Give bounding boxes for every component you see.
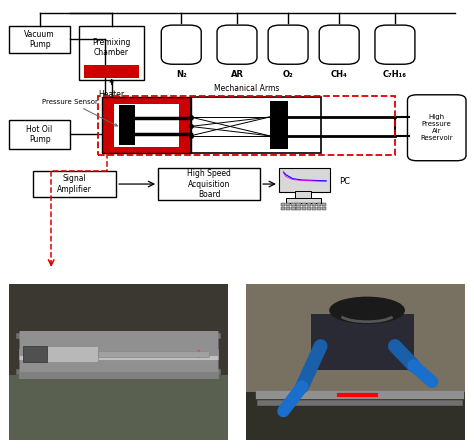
Bar bbox=[246, 392, 465, 440]
Bar bbox=[312, 207, 316, 210]
FancyBboxPatch shape bbox=[375, 25, 415, 64]
FancyBboxPatch shape bbox=[161, 25, 201, 64]
Bar bbox=[9, 284, 228, 375]
Bar bbox=[296, 203, 301, 206]
Bar bbox=[246, 284, 465, 395]
Text: AR: AR bbox=[230, 70, 244, 79]
Bar bbox=[307, 203, 311, 206]
Bar bbox=[286, 207, 291, 210]
Bar bbox=[246, 284, 465, 440]
Bar bbox=[292, 207, 295, 210]
Bar bbox=[307, 207, 311, 210]
Bar bbox=[311, 314, 413, 370]
FancyBboxPatch shape bbox=[319, 25, 359, 64]
Bar bbox=[281, 207, 285, 210]
Text: Premixing
Chamber: Premixing Chamber bbox=[92, 38, 131, 57]
Text: Vacuum
Pump: Vacuum Pump bbox=[24, 30, 55, 49]
Bar bbox=[98, 95, 395, 155]
Bar bbox=[317, 207, 321, 210]
Text: Heater: Heater bbox=[99, 79, 125, 99]
Text: Hot Oil
Pump: Hot Oil Pump bbox=[27, 125, 53, 144]
Bar bbox=[292, 203, 295, 206]
Text: High Speed
Acquisition
Board: High Speed Acquisition Board bbox=[187, 169, 231, 199]
Bar bbox=[295, 191, 311, 199]
Bar bbox=[322, 203, 326, 206]
Bar bbox=[312, 203, 316, 206]
Bar bbox=[114, 103, 179, 146]
Bar bbox=[270, 101, 288, 149]
Text: PC: PC bbox=[339, 177, 350, 186]
Text: O₂: O₂ bbox=[283, 70, 293, 79]
Bar bbox=[102, 97, 191, 153]
FancyBboxPatch shape bbox=[408, 95, 466, 161]
Bar bbox=[102, 97, 191, 153]
Bar bbox=[191, 97, 320, 153]
Text: CH₄: CH₄ bbox=[331, 70, 347, 79]
Text: High
Pressure
Air
Reservoir: High Pressure Air Reservoir bbox=[420, 114, 453, 141]
Bar bbox=[286, 198, 320, 203]
Bar bbox=[9, 26, 70, 53]
Bar bbox=[23, 346, 98, 362]
Bar bbox=[158, 168, 260, 200]
Bar bbox=[296, 207, 301, 210]
Bar bbox=[9, 120, 70, 149]
FancyBboxPatch shape bbox=[217, 25, 257, 64]
Bar bbox=[322, 207, 326, 210]
Text: C₇H₁₆: C₇H₁₆ bbox=[383, 70, 407, 79]
Bar bbox=[79, 26, 144, 80]
Bar bbox=[301, 203, 306, 206]
Bar bbox=[9, 375, 228, 440]
Bar bbox=[279, 168, 330, 192]
Text: Mechanical Arms: Mechanical Arms bbox=[214, 84, 279, 93]
Bar bbox=[9, 284, 228, 440]
Text: Signal
Amplifier: Signal Amplifier bbox=[57, 174, 92, 194]
Bar bbox=[301, 207, 306, 210]
Text: N₂: N₂ bbox=[176, 70, 187, 79]
Circle shape bbox=[330, 297, 404, 323]
FancyBboxPatch shape bbox=[268, 25, 308, 64]
Bar bbox=[98, 351, 209, 358]
Bar bbox=[286, 203, 291, 206]
Bar bbox=[281, 203, 285, 206]
Bar bbox=[84, 65, 139, 78]
Bar bbox=[118, 105, 135, 145]
Bar bbox=[23, 346, 46, 362]
Text: Pressure Sensor: Pressure Sensor bbox=[42, 99, 118, 126]
Bar bbox=[317, 203, 321, 206]
Bar bbox=[33, 171, 116, 198]
